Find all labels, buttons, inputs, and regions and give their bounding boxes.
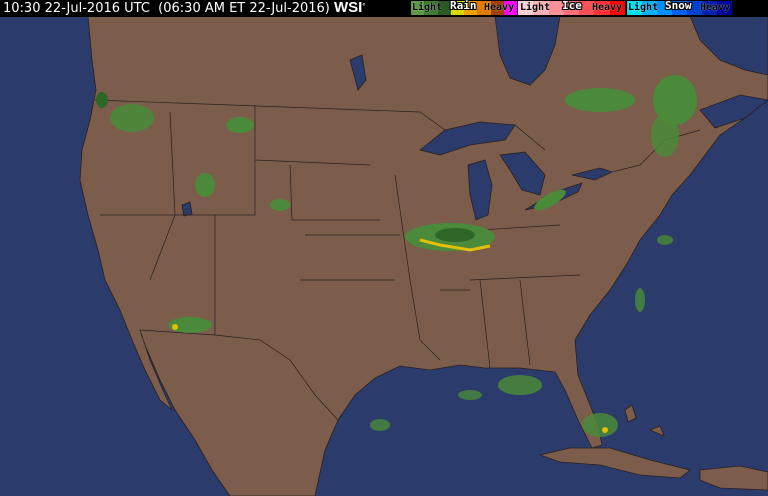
lake-winnipeg <box>349 54 367 91</box>
radar-echo-heavy <box>419 238 491 252</box>
legend-ice-title: Ice <box>562 0 582 12</box>
radar-echo <box>657 235 673 245</box>
legend-rain-heavy: Heavy <box>484 2 515 13</box>
legend-ice-light: Light <box>520 2 551 13</box>
lake-michigan <box>467 159 493 221</box>
state-borders <box>94 99 701 421</box>
lake-superior <box>419 121 516 156</box>
us-mexico-border <box>139 329 339 421</box>
legend-snow <box>627 1 732 15</box>
radar-echo <box>110 104 154 132</box>
legend-swatch <box>687 1 702 15</box>
legend-swatch <box>503 1 517 15</box>
legend-swatch <box>609 1 625 15</box>
legend-swatch <box>518 1 534 15</box>
legend-snow-light: Light <box>628 2 659 13</box>
radar-echo <box>498 375 542 395</box>
water-bodies <box>181 15 768 221</box>
radar-echo <box>435 228 475 242</box>
legend-swatch <box>642 1 657 15</box>
gulf-of-st-lawrence <box>699 94 768 129</box>
legend-swatch <box>411 1 425 15</box>
land <box>79 15 768 496</box>
radar-echo <box>270 199 290 211</box>
labrador-sea <box>689 15 768 76</box>
radar-echo <box>168 317 212 333</box>
bahamas <box>624 404 665 437</box>
legend-swatch <box>563 1 580 15</box>
legend-swatch <box>437 1 451 15</box>
logo-text: WSI <box>334 0 363 16</box>
radar-echo <box>635 288 645 312</box>
legend-swatch <box>450 1 464 15</box>
radar-echo <box>195 173 215 197</box>
legend-swatch <box>702 1 717 15</box>
hispaniola <box>699 465 768 491</box>
logo-mark: ° <box>362 2 366 11</box>
legend-snow-heavy: Heavy <box>700 2 731 13</box>
legend-snow-title: Snow <box>665 0 692 12</box>
legend-swatch <box>579 1 595 15</box>
legend-swatch <box>477 1 491 15</box>
us-canada-border <box>94 99 701 173</box>
radar-echo <box>226 117 254 133</box>
radar-echo <box>582 413 618 437</box>
radar-echo <box>565 88 635 112</box>
legend-swatch <box>424 1 438 15</box>
legend-swatch <box>533 1 549 15</box>
radar-echo <box>96 92 108 108</box>
timestamp: 10:30 22-Jul-2016 UTC (06:30 AM ET 22-Ju… <box>3 1 330 16</box>
great-salt-lake <box>181 201 193 217</box>
legend-swatch <box>717 1 732 15</box>
legend-rain-light: Light <box>412 2 443 13</box>
hudson-bay <box>494 15 561 86</box>
radar-echo <box>370 419 390 431</box>
radar-echo <box>653 75 697 125</box>
interior-borders <box>100 105 581 369</box>
legend-swatch <box>594 1 610 15</box>
radar-echo <box>534 189 566 211</box>
legend-swatch <box>657 1 672 15</box>
radar-echo <box>651 113 679 157</box>
legend-swatch <box>627 1 642 15</box>
wsi-logo: WSI° <box>334 0 366 17</box>
north-america-landmass <box>79 15 768 496</box>
legend-rain-title: Rain <box>450 0 477 12</box>
legend-ice <box>518 1 625 15</box>
legend-swatch <box>672 1 687 15</box>
legend-rain <box>411 1 517 15</box>
legend-swatch <box>464 1 478 15</box>
lake-huron <box>499 151 546 196</box>
radar-echoes <box>96 75 697 437</box>
radar-echo-heavy <box>172 324 178 330</box>
radar-echo-heavy <box>602 427 608 433</box>
radar-echo <box>458 390 482 400</box>
legend-swatch <box>548 1 564 15</box>
legend-swatch <box>490 1 504 15</box>
legend-ice-heavy: Heavy <box>592 2 623 13</box>
header-bar: 10:30 22-Jul-2016 UTC (06:30 AM ET 22-Ju… <box>0 0 768 17</box>
cuba <box>538 447 691 479</box>
